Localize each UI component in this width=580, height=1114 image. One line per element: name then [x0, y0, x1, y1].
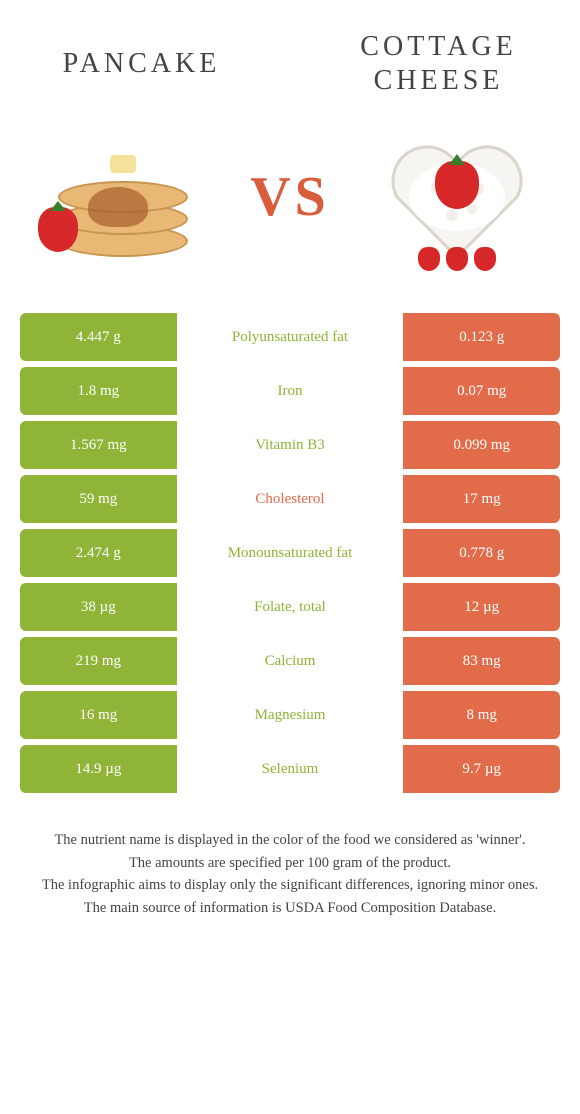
- right-value-cell: 17 mg: [403, 475, 560, 523]
- right-value-cell: 9.7 µg: [403, 745, 560, 793]
- footer-note: The nutrient name is displayed in the co…: [20, 829, 560, 919]
- table-row: 2.474 gMonounsaturated fat0.778 g: [20, 529, 560, 577]
- table-row: 1.567 mgVitamin B30.099 mg: [20, 421, 560, 469]
- nutrient-label-cell: Cholesterol: [177, 475, 404, 523]
- left-value-cell: 1.567 mg: [20, 421, 177, 469]
- table-row: 59 mgCholesterol17 mg: [20, 475, 560, 523]
- left-value-cell: 16 mg: [20, 691, 177, 739]
- left-food-title: PANCAKE: [20, 47, 263, 81]
- nutrient-label-cell: Selenium: [177, 745, 404, 793]
- footer-line-3: The infographic aims to display only the…: [26, 874, 554, 896]
- right-value-cell: 8 mg: [403, 691, 560, 739]
- nutrient-label-cell: Iron: [177, 367, 404, 415]
- table-row: 38 µgFolate, total12 µg: [20, 583, 560, 631]
- table-row: 4.447 gPolyunsaturated fat0.123 g: [20, 313, 560, 361]
- vs-label: VS: [250, 165, 330, 229]
- left-value-cell: 2.474 g: [20, 529, 177, 577]
- left-value-cell: 38 µg: [20, 583, 177, 631]
- pancake-image: [20, 122, 225, 272]
- right-value-cell: 83 mg: [403, 637, 560, 685]
- table-row: 1.8 mgIron0.07 mg: [20, 367, 560, 415]
- nutrient-label-cell: Folate, total: [177, 583, 404, 631]
- nutrient-label-cell: Calcium: [177, 637, 404, 685]
- cottage-cheese-image: [355, 122, 560, 272]
- left-value-cell: 1.8 mg: [20, 367, 177, 415]
- nutrition-table: 4.447 gPolyunsaturated fat0.123 g 1.8 mgI…: [20, 307, 560, 799]
- right-value-cell: 0.07 mg: [403, 367, 560, 415]
- nutrient-label-cell: Polyunsaturated fat: [177, 313, 404, 361]
- nutrient-label-cell: Monounsaturated fat: [177, 529, 404, 577]
- right-food-title: COTTAGE CHEESE: [317, 30, 560, 97]
- right-value-cell: 12 µg: [403, 583, 560, 631]
- header-row: PANCAKE COTTAGE CHEESE: [20, 30, 560, 97]
- left-value-cell: 4.447 g: [20, 313, 177, 361]
- infographic-container: PANCAKE COTTAGE CHEESE VS: [0, 0, 580, 939]
- right-value-cell: 0.778 g: [403, 529, 560, 577]
- table-row: 16 mgMagnesium8 mg: [20, 691, 560, 739]
- left-value-cell: 14.9 µg: [20, 745, 177, 793]
- footer-line-2: The amounts are specified per 100 gram o…: [26, 852, 554, 874]
- right-value-cell: 0.099 mg: [403, 421, 560, 469]
- left-value-cell: 59 mg: [20, 475, 177, 523]
- table-row: 219 mgCalcium83 mg: [20, 637, 560, 685]
- nutrient-label-cell: Magnesium: [177, 691, 404, 739]
- nutrient-label-cell: Vitamin B3: [177, 421, 404, 469]
- footer-line-4: The main source of information is USDA F…: [26, 897, 554, 919]
- footer-line-1: The nutrient name is displayed in the co…: [26, 829, 554, 851]
- left-value-cell: 219 mg: [20, 637, 177, 685]
- right-value-cell: 0.123 g: [403, 313, 560, 361]
- table-row: 14.9 µgSelenium9.7 µg: [20, 745, 560, 793]
- images-row: VS: [20, 117, 560, 277]
